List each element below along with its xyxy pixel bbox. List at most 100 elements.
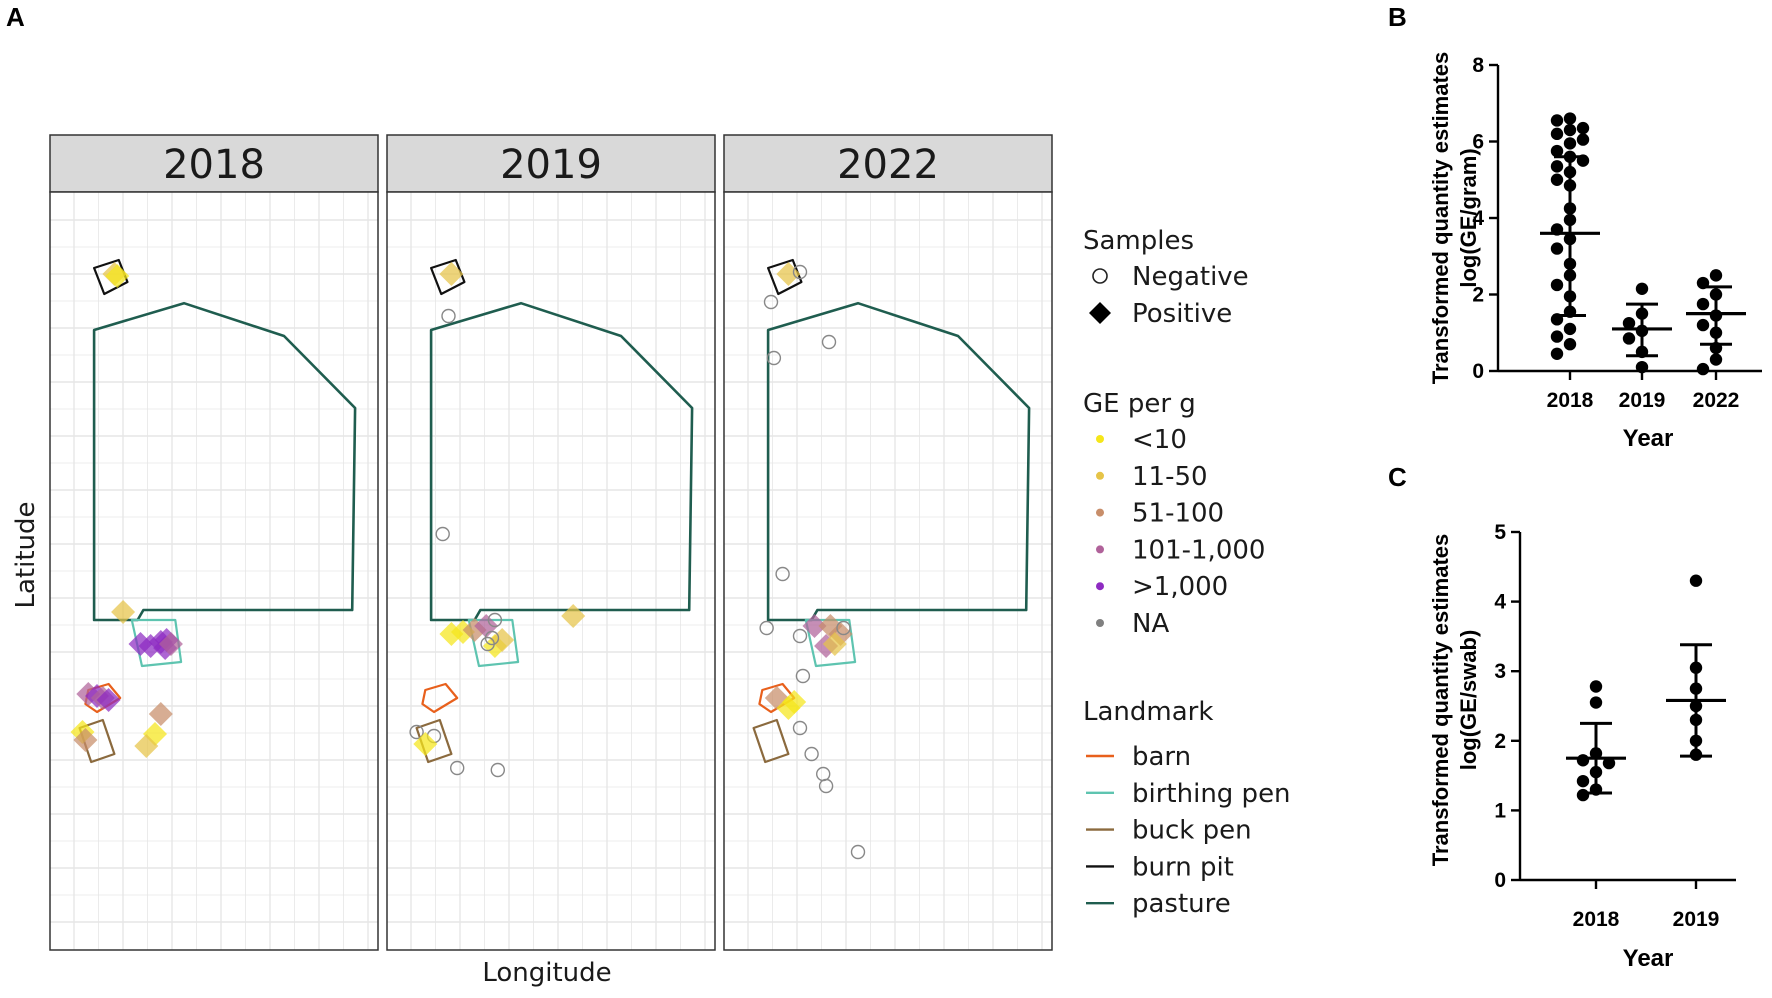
positive-sample-point [490,628,515,652]
facet-strip-2018 [49,134,379,193]
landmark-pasture [429,301,694,622]
series-2019 [1612,282,1672,374]
y-tick-label: 4 [1472,207,1484,230]
landmark-pasture [92,301,357,622]
data-point [1696,362,1710,376]
negative-sample-point [480,636,495,652]
legend-label-landmark: pasture [1132,889,1231,919]
facet-strip-2019 [386,134,716,193]
data-point [1635,282,1649,295]
data-point [1563,137,1577,150]
legend-key-ge [1096,471,1104,480]
legend-key-ge [1096,582,1104,591]
legend-label-landmark: birthing pen [1132,779,1291,809]
facet-strip-2022 [723,134,1053,193]
facet-2022: 2022 [723,134,1053,951]
data-point [1709,269,1723,282]
positive-sample-point [105,264,130,288]
negative-sample-point [792,720,808,736]
negative-sample-point [409,724,424,740]
legend-key-ge [1096,619,1104,627]
data-point [1550,160,1564,173]
legend-key-positive [1089,302,1111,324]
panel-c-chart: 0 1 2 3 4 5 2018 2019 Year Transformed quantity e… [1428,521,1736,972]
negative-sample-point [435,526,450,542]
landmark-burn-pit [430,258,466,296]
legend-key-negative [1092,268,1108,284]
data-point [1563,112,1577,125]
facet-2018: 2018 [49,134,379,951]
legend-label-positive: Positive [1132,299,1232,329]
negative-sample-point [490,762,505,778]
negative-sample-point [850,844,866,860]
y-axis-title-line: Transformed quantity estimates [1428,52,1453,385]
x-axis-title: Year [1623,425,1674,452]
facet-border-2022 [723,191,1053,951]
panel-letter-b: B [1388,2,1407,32]
series-2018 [1566,680,1626,802]
legend-title-landmark: Landmark [1083,697,1213,727]
data-point [1576,754,1590,767]
facet-label-2019: 2019 [500,142,602,188]
positive-sample-point [782,690,807,714]
legend-key-ge [1096,545,1104,554]
x-tick-label: 2019 [1619,389,1666,412]
negative-sample-point [759,620,774,636]
y-tick-label: 4 [1494,591,1506,614]
series-2018 [1540,112,1600,360]
y-tick-label: 8 [1472,54,1484,77]
legend-label-negative: Negative [1132,262,1249,292]
legend-key-ge [1096,508,1104,517]
y-tick-label: 2 [1472,284,1484,307]
facet-border-2019 [386,191,716,951]
data-point [1550,347,1564,360]
landmark-buck-pen [752,718,790,764]
legend-label-landmark: barn [1132,742,1191,772]
negative-sample-point [766,350,782,366]
positive-sample-point [148,702,173,726]
data-point [1550,144,1564,158]
negative-sample-point [792,628,808,644]
facet-2019: 2019 [386,134,716,951]
y-axis-title-line: Transformed quantity estimates [1428,534,1453,867]
data-point [1696,318,1710,332]
negative-sample-point [450,760,465,776]
data-point [1550,278,1564,292]
legend-label-ge: 51-100 [1132,499,1224,529]
y-tick-label: 0 [1494,869,1506,892]
data-point [1550,242,1564,255]
panel-a-x-axis-title: Longitude [482,958,611,988]
data-point [1563,322,1577,336]
data-point [1602,756,1616,770]
y-axis-title: Transformed quantity estimates log(GE/swa… [1428,534,1481,867]
data-point [1550,114,1564,127]
positive-sample-point [73,728,98,752]
data-point [1622,316,1636,330]
landmark-birthing-pen [467,618,520,668]
y-tick-label: 6 [1472,131,1484,154]
positive-sample-point [96,688,121,712]
x-tick-label: 2018 [1573,908,1620,931]
y-tick-label: 5 [1494,521,1506,544]
x-tick-label: 2019 [1673,908,1720,931]
y-axis-title-line: log(GE/swab) [1456,630,1481,771]
positive-sample-point [561,604,586,628]
panel-b-chart: 0 2 4 6 8 2018 2019 2022 Year Transformed quantit… [1428,52,1762,452]
y-axis-title: Transformed quantity estimates log(GE/gra… [1428,52,1481,385]
positive-sample-point [413,732,438,756]
legend-title-ge: GE per g [1083,389,1196,419]
x-axis-title: Year [1623,945,1674,972]
data-point [1550,173,1564,186]
legend-items: Negative Positive <10 11-50 51-100 101-1,000 >… [1086,262,1291,919]
legend-title-samples: Samples [1083,226,1194,256]
panel-a-map: 2018 2019 2022 [49,134,1053,951]
series-2022 [1686,269,1746,376]
data-point [1635,360,1649,374]
data-point [1563,123,1577,137]
facet-points-2019 [409,262,586,778]
positive-sample-point [134,734,159,758]
landmark-pasture [766,301,1031,622]
panel-letter-c: C [1388,462,1407,492]
y-tick-label: 2 [1494,730,1506,753]
facet-border-2018 [49,191,379,951]
